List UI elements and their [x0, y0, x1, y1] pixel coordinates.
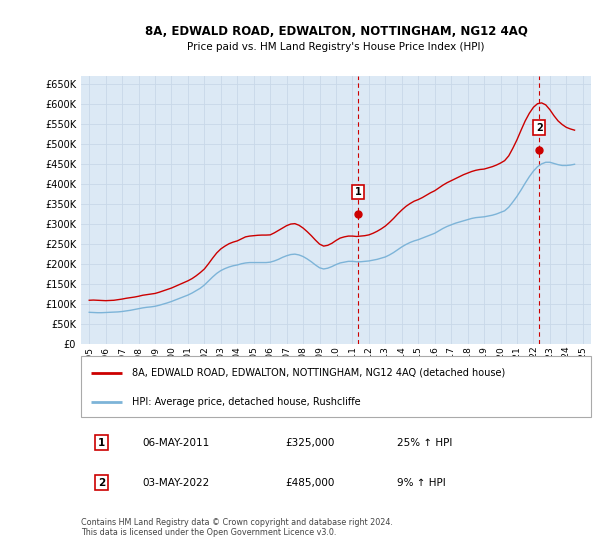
- Text: 2: 2: [536, 123, 542, 133]
- Text: HPI: Average price, detached house, Rushcliffe: HPI: Average price, detached house, Rush…: [132, 397, 361, 407]
- Text: Contains HM Land Registry data © Crown copyright and database right 2024.
This d: Contains HM Land Registry data © Crown c…: [81, 518, 393, 538]
- Text: 8A, EDWALD ROAD, EDWALTON, NOTTINGHAM, NG12 4AQ: 8A, EDWALD ROAD, EDWALTON, NOTTINGHAM, N…: [145, 25, 527, 38]
- Text: £325,000: £325,000: [285, 437, 334, 447]
- Text: 03-MAY-2022: 03-MAY-2022: [142, 478, 209, 488]
- Text: £485,000: £485,000: [285, 478, 334, 488]
- Text: 9% ↑ HPI: 9% ↑ HPI: [397, 478, 446, 488]
- Text: 1: 1: [355, 187, 362, 197]
- Text: 06-MAY-2011: 06-MAY-2011: [142, 437, 209, 447]
- Text: 1: 1: [98, 437, 105, 447]
- FancyBboxPatch shape: [81, 356, 591, 417]
- Text: 25% ↑ HPI: 25% ↑ HPI: [397, 437, 452, 447]
- Text: Price paid vs. HM Land Registry's House Price Index (HPI): Price paid vs. HM Land Registry's House …: [187, 42, 485, 52]
- Text: 2: 2: [98, 478, 105, 488]
- Text: 8A, EDWALD ROAD, EDWALTON, NOTTINGHAM, NG12 4AQ (detached house): 8A, EDWALD ROAD, EDWALTON, NOTTINGHAM, N…: [132, 368, 505, 378]
